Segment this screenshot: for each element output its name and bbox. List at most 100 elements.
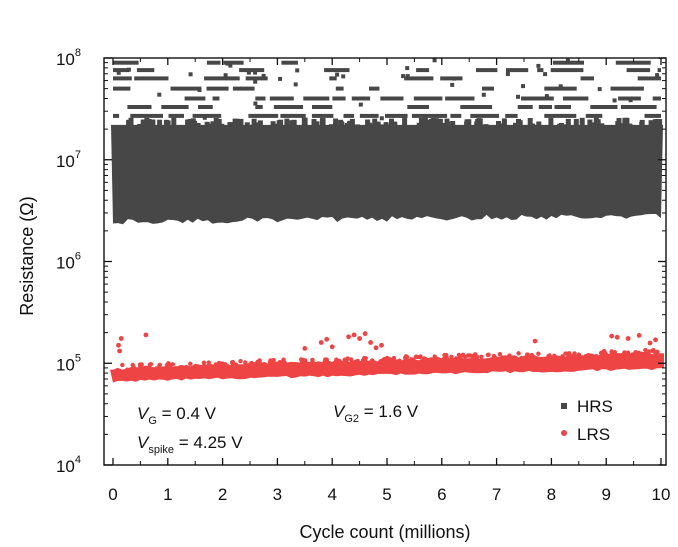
lrs-point xyxy=(379,359,384,364)
hrs-point xyxy=(372,118,378,126)
hrs-point xyxy=(385,124,391,126)
lrs-point xyxy=(324,357,329,362)
hrs-point xyxy=(550,68,584,73)
lrs-outlier xyxy=(532,338,538,344)
lrs-point xyxy=(383,357,388,362)
hrs-point xyxy=(270,121,276,126)
hrs-point xyxy=(278,76,283,81)
hrs-point xyxy=(311,119,317,126)
hrs-point xyxy=(413,96,443,101)
hrs-point xyxy=(499,123,505,126)
hrs-point xyxy=(418,118,424,126)
hrs-point xyxy=(565,118,571,126)
lrs-point xyxy=(594,354,599,359)
annotation-vg: VG = 0.4 V xyxy=(137,404,217,427)
hrs-point xyxy=(281,60,298,65)
hrs-point xyxy=(433,118,439,126)
lrs-point xyxy=(560,354,565,359)
hrs-point xyxy=(358,102,363,107)
y-axis: 104 105 106 107 108 xyxy=(56,47,666,476)
hrs-point xyxy=(380,96,404,101)
hrs-point xyxy=(637,76,661,81)
lrs-point xyxy=(370,358,375,363)
hrs-point xyxy=(616,118,622,126)
lrs-point xyxy=(215,363,221,368)
hrs-point xyxy=(168,113,184,118)
hrs-point xyxy=(516,119,521,126)
x-axis: 0 1 2 3 4 5 6 7 8 9 10 xyxy=(108,58,670,504)
hrs-point xyxy=(470,113,500,118)
hrs-point xyxy=(335,86,344,91)
hrs-point xyxy=(150,119,156,126)
hrs-point xyxy=(161,105,189,109)
hrs-point xyxy=(474,121,480,126)
hrs-point xyxy=(538,105,552,109)
hrs-point xyxy=(610,86,644,91)
hrs-point xyxy=(655,73,660,78)
hrs-point xyxy=(273,105,303,109)
hrs-point xyxy=(624,117,630,126)
hrs-point xyxy=(276,123,282,126)
hrs-point xyxy=(246,70,251,75)
hrs-point xyxy=(505,72,510,76)
lrs-point xyxy=(334,357,339,362)
hrs-point xyxy=(501,118,507,126)
lrs-point xyxy=(432,354,437,359)
hrs-point xyxy=(127,105,152,109)
hrs-point xyxy=(311,113,334,118)
lrs-point xyxy=(458,355,463,360)
hrs-point xyxy=(379,116,384,121)
hrs-point xyxy=(253,101,258,106)
hrs-point xyxy=(404,76,434,81)
hrs-point xyxy=(293,82,298,87)
hrs-point xyxy=(113,76,132,81)
hrs-point xyxy=(170,86,202,91)
hrs-point xyxy=(204,76,240,81)
tick-layer: 0 1 2 3 4 5 6 7 8 9 10 104 105 106 107 108 xyxy=(56,47,671,504)
hrs-point xyxy=(329,76,337,81)
hrs-point xyxy=(530,123,536,126)
hrs-point xyxy=(536,121,542,126)
hrs-point xyxy=(573,118,579,126)
lrs-point xyxy=(497,352,503,357)
lrs-point xyxy=(164,362,170,368)
lrs-outlier xyxy=(357,336,362,341)
lrs-point xyxy=(245,363,250,368)
hrs-point xyxy=(324,68,350,73)
lrs-point xyxy=(391,355,397,361)
lrs-outlier xyxy=(118,336,124,341)
lrs-point xyxy=(282,360,287,365)
hrs-point xyxy=(367,122,373,126)
hrs-point xyxy=(452,76,456,81)
hrs-point xyxy=(188,72,193,77)
hrs-point xyxy=(411,113,448,118)
hrs-point xyxy=(354,124,360,126)
hrs-point xyxy=(657,124,663,126)
lrs-outlier xyxy=(625,336,631,341)
hrs-point xyxy=(248,113,279,118)
lrs-point xyxy=(500,355,505,360)
hrs-point xyxy=(284,118,290,126)
hrs-point xyxy=(482,86,494,91)
lrs-point xyxy=(120,362,125,368)
x-tick-label: 5 xyxy=(382,485,391,504)
lrs-point xyxy=(612,352,618,357)
hrs-point xyxy=(238,118,244,126)
hrs-point xyxy=(405,74,410,79)
lrs-point xyxy=(310,360,316,366)
hrs-point xyxy=(476,68,498,73)
hrs-point xyxy=(195,123,201,126)
hrs-point xyxy=(359,113,379,118)
lrs-point xyxy=(536,351,541,356)
hrs-point xyxy=(219,123,225,126)
lrs-outlier xyxy=(647,340,653,346)
hrs-point xyxy=(579,117,585,126)
hrs-point xyxy=(626,68,651,73)
x-axis-title: Cycle count (millions) xyxy=(299,522,470,542)
lrs-point xyxy=(391,359,396,364)
lrs-point xyxy=(546,353,551,359)
lrs-point xyxy=(406,358,411,364)
lrs-point xyxy=(460,352,466,357)
hrs-point xyxy=(496,121,501,126)
hrs-point xyxy=(392,121,398,126)
